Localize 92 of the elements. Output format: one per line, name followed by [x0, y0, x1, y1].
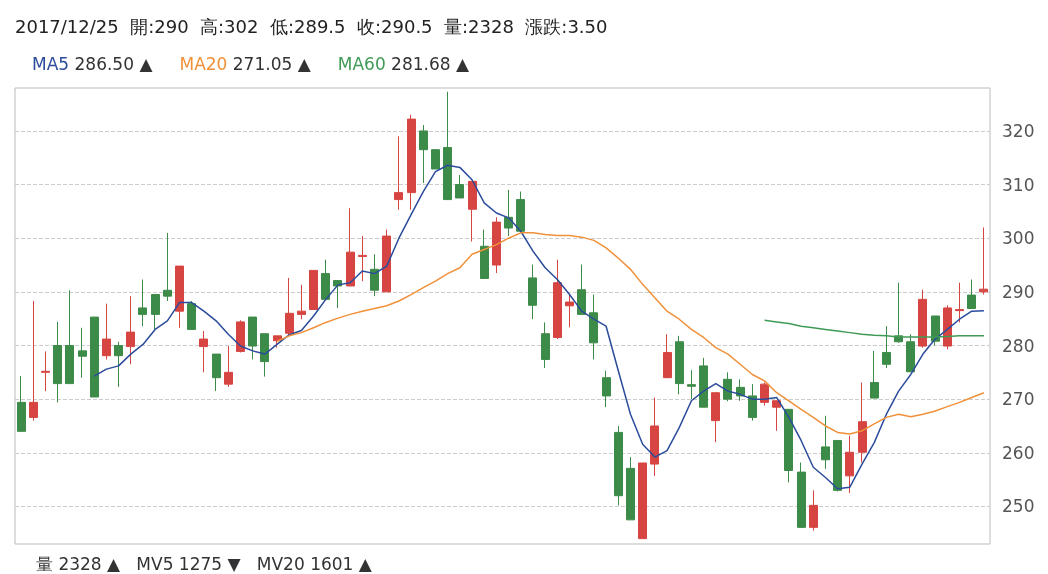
candlestick [711, 392, 720, 443]
candlestick [382, 229, 391, 293]
candlestick [480, 229, 489, 279]
candlestick [17, 375, 26, 432]
candlestick [297, 284, 306, 320]
candlestick [224, 345, 233, 388]
candlestick [723, 371, 732, 402]
candlestick [541, 321, 550, 369]
candlestick [516, 191, 525, 234]
text: MA60 [337, 53, 386, 74]
candlestick [431, 149, 440, 170]
candlestick [321, 259, 330, 300]
candlestick [979, 226, 988, 296]
candlestick [589, 294, 598, 360]
y-tick-label: 250 [1002, 496, 1035, 517]
candlestick [967, 279, 976, 309]
candlestick [199, 330, 208, 373]
candlestick [553, 259, 562, 340]
candlestick [809, 489, 818, 532]
candlestick [126, 295, 135, 365]
y-tick-label: 280 [1002, 335, 1035, 356]
candlestick [614, 425, 623, 506]
candlestick [870, 350, 879, 399]
candlestick [577, 264, 586, 315]
candlestick [138, 279, 147, 327]
candlestick [358, 235, 367, 282]
line-series [763, 319, 985, 338]
candlestick [65, 289, 74, 385]
candlestick [821, 415, 830, 470]
text: MA5 [32, 53, 70, 74]
candlestick [687, 369, 696, 400]
text: 281.68 ▲ [391, 53, 470, 74]
candlestick [151, 294, 160, 330]
candlestick [114, 341, 123, 388]
candlestick [748, 383, 757, 422]
candlestick [394, 135, 403, 211]
y-tick-label: 300 [1002, 228, 1035, 249]
candlestick [504, 189, 513, 237]
candlestick [955, 282, 964, 323]
candlestick [175, 265, 184, 329]
candlestick [260, 333, 269, 378]
candlestick [918, 289, 927, 349]
candlestick [858, 382, 867, 463]
y-tick-label: 290 [1002, 281, 1035, 302]
candlestick [187, 300, 196, 330]
line-series [276, 232, 985, 435]
candlestick [248, 316, 257, 360]
candlestick [626, 456, 635, 521]
candlestick [29, 300, 38, 422]
candlestick [906, 333, 915, 373]
candlestick [455, 174, 464, 199]
candlestick [90, 316, 99, 398]
candlestick [699, 357, 708, 408]
candlestick [236, 319, 245, 353]
candlestick [370, 253, 379, 297]
candlestick [797, 461, 806, 528]
candlestick [309, 269, 318, 311]
line-series [93, 164, 985, 490]
y-tick-label: 320 [1002, 120, 1035, 141]
candlestick [528, 264, 537, 320]
chart-title: 2017/12/25 開:290 高:302 低:289.5 收:290.5 量:2328 漲跌:3.50 [15, 15, 608, 37]
candlestick [53, 321, 62, 403]
candlestick [78, 327, 87, 379]
candlestick [212, 353, 221, 392]
text: MA20 [179, 53, 228, 74]
candlestick [346, 207, 355, 287]
y-tick-label: 260 [1002, 442, 1035, 463]
candlestick [833, 439, 842, 492]
candlestick [602, 370, 611, 408]
candlestick [492, 216, 501, 274]
candlestick [41, 350, 50, 392]
candlestick [443, 91, 452, 201]
text: 量 2328 ▲ MV5 1275 ▼ MV20 1601 ▲ [36, 553, 373, 574]
text: 286.50 ▲ [74, 53, 154, 74]
candlestick [565, 294, 574, 328]
candlestick [638, 462, 647, 540]
y-tick-label: 270 [1002, 389, 1035, 410]
candlestick [845, 435, 854, 494]
y-tick-label: 310 [1002, 174, 1035, 195]
candlestick [882, 325, 891, 369]
candlestick [650, 397, 659, 477]
candlestick [784, 408, 793, 483]
candlestick [163, 232, 172, 302]
candlestick [663, 333, 672, 379]
candlestick [468, 180, 477, 242]
candlestick [102, 303, 111, 360]
candlestick [943, 304, 952, 350]
candlestick [407, 114, 416, 211]
candlestick [285, 277, 294, 337]
candlestick [419, 124, 428, 184]
text: 271.05 ▲ [232, 53, 312, 74]
candlestick [675, 335, 684, 395]
